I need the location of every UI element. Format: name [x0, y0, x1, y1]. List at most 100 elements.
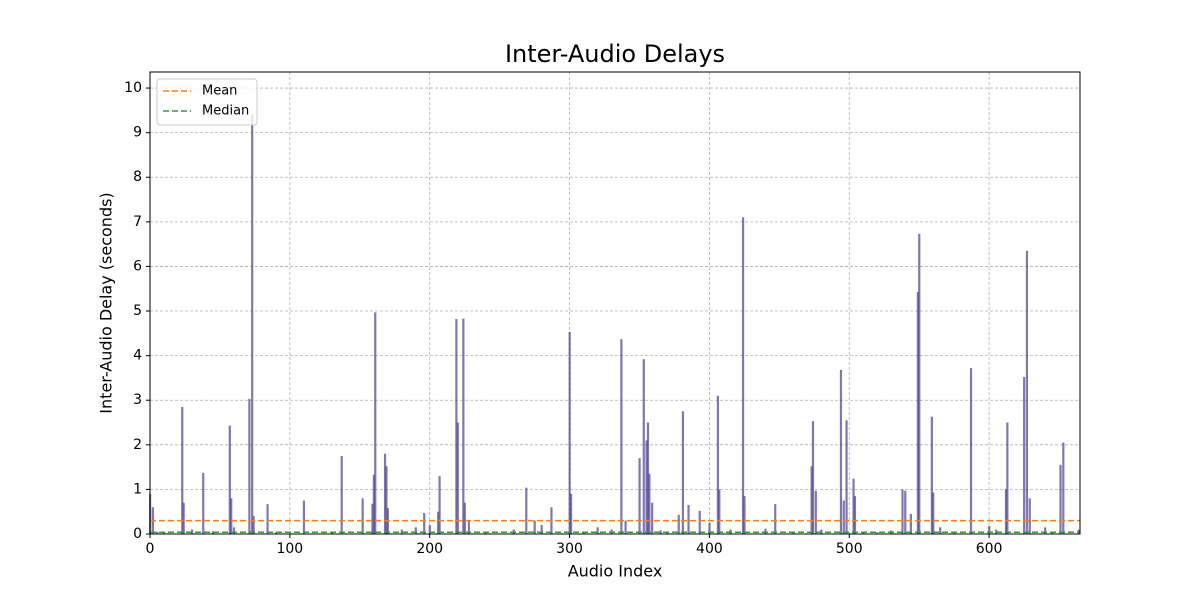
- x-tick-label: 100: [276, 541, 303, 557]
- bar: [1025, 250, 1029, 534]
- bar: [251, 114, 254, 534]
- bar: [340, 455, 343, 534]
- y-tick-label: 7: [133, 214, 142, 230]
- bar: [708, 522, 711, 534]
- bar: [645, 440, 648, 534]
- bar: [1059, 464, 1062, 534]
- bar: [456, 422, 459, 534]
- bar: [624, 520, 627, 534]
- x-axis-label: Audio Index: [568, 562, 663, 581]
- bar: [568, 331, 571, 534]
- bar: [842, 500, 845, 534]
- bar: [232, 527, 236, 534]
- bar: [916, 291, 919, 534]
- plot-frame: [149, 71, 1081, 535]
- y-tick-label: 10: [124, 80, 142, 96]
- bar: [681, 411, 685, 534]
- bar: [1023, 377, 1026, 534]
- bar: [988, 525, 991, 534]
- bar: [569, 493, 573, 534]
- bar: [811, 421, 815, 534]
- bar: [414, 527, 417, 534]
- bar: [901, 489, 904, 534]
- bar: [932, 492, 935, 534]
- x-tick-label: 400: [696, 541, 723, 557]
- legend-label: Median: [202, 104, 249, 119]
- bar: [202, 472, 205, 534]
- bar: [651, 502, 654, 534]
- y-tick-label: 0: [133, 526, 142, 542]
- y-tick-label: 6: [133, 258, 142, 274]
- bar: [385, 466, 388, 534]
- bar: [248, 398, 251, 534]
- bar: [642, 359, 645, 534]
- x-tick-label: 600: [976, 541, 1003, 557]
- bar: [455, 319, 458, 534]
- bar: [383, 453, 387, 534]
- legend-label: Mean: [202, 84, 237, 99]
- bar: [810, 466, 813, 534]
- bar: [1044, 527, 1047, 534]
- bar: [181, 406, 184, 534]
- bar: [190, 529, 194, 534]
- bar: [361, 498, 364, 534]
- bar: [648, 473, 651, 534]
- bar: [463, 502, 466, 534]
- bar: [904, 490, 907, 534]
- y-tick-label: 2: [133, 437, 142, 453]
- bar: [930, 416, 933, 534]
- bar: [428, 525, 431, 534]
- x-tick-label: 0: [146, 541, 155, 557]
- bar: [718, 489, 721, 534]
- bar: [438, 476, 441, 534]
- bar: [845, 420, 848, 534]
- bar: [155, 531, 159, 534]
- bar: [677, 514, 680, 534]
- bar: [400, 529, 403, 534]
- y-tick-label: 9: [133, 125, 142, 141]
- bar: [853, 496, 857, 534]
- bar: [371, 503, 374, 534]
- chart-title: Inter-Audio Delays: [505, 40, 725, 68]
- y-tick-label: 4: [133, 348, 142, 364]
- bar: [774, 504, 777, 534]
- bar: [969, 368, 973, 534]
- bar: [462, 318, 465, 534]
- y-tick-label: 1: [133, 481, 142, 497]
- bar: [687, 505, 690, 534]
- bar: [1004, 489, 1008, 534]
- y-tick-label: 3: [133, 392, 142, 408]
- bar: [437, 511, 440, 534]
- bar: [423, 513, 426, 534]
- bar: [252, 516, 255, 534]
- bar: [230, 498, 233, 534]
- bar: [839, 369, 843, 534]
- bar: [698, 510, 701, 534]
- bar: [764, 528, 767, 534]
- bar: [1006, 422, 1009, 534]
- bar: [852, 478, 855, 534]
- bar: [646, 422, 650, 534]
- y-tick-label: 5: [133, 303, 142, 319]
- bar: [374, 312, 377, 534]
- x-tick-label: 300: [556, 541, 583, 557]
- bar: [909, 513, 912, 534]
- bar: [638, 458, 641, 534]
- bar: [1028, 498, 1031, 534]
- bar: [876, 532, 879, 534]
- x-tick-label: 200: [416, 541, 443, 557]
- bar: [1062, 442, 1065, 534]
- y-axis-label: Inter-Audio Delay (seconds): [97, 192, 116, 413]
- bar: [620, 339, 623, 534]
- bar: [162, 532, 166, 534]
- bar: [302, 500, 306, 534]
- bar: [540, 525, 543, 534]
- bar: [266, 504, 269, 534]
- x-tick-label: 500: [836, 541, 863, 557]
- bar: [182, 502, 185, 534]
- bar: [743, 496, 746, 534]
- bar: [372, 474, 375, 534]
- bar: [228, 425, 231, 534]
- bar: [596, 527, 599, 534]
